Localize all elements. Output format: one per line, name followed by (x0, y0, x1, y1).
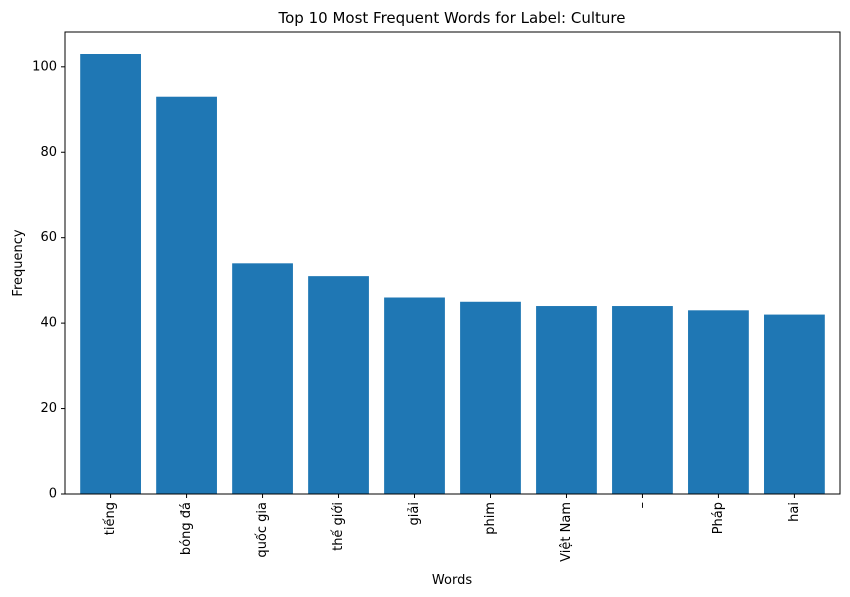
x-tick-label: Pháp (711, 502, 726, 534)
bars-group (80, 54, 825, 494)
x-axis-label: Words (432, 573, 472, 588)
y-tick-label: 80 (40, 145, 57, 160)
y-tick-label: 100 (32, 59, 57, 74)
x-tick-label: hai (787, 502, 802, 522)
y-tick-label: 40 (40, 316, 57, 331)
chart-title: Top 10 Most Frequent Words for Label: Cu… (278, 9, 626, 27)
y-tick-label: 0 (49, 487, 57, 502)
x-tick-label: tiếng (103, 502, 118, 535)
bar (764, 314, 825, 494)
bar (80, 54, 141, 494)
bar (384, 297, 445, 494)
bar (460, 301, 521, 494)
bar (536, 306, 597, 494)
bar (156, 96, 217, 494)
x-axis-ticks: tiếng bóng đá quốc gia thế giới giải phim Việt… (103, 494, 802, 562)
x-tick-label: giải (407, 502, 422, 525)
x-tick-label: thế giới (331, 502, 346, 551)
x-tick-label: quốc gia (255, 502, 270, 558)
y-axis-label: Frequency (11, 229, 26, 296)
x-tick-label: phim (483, 502, 498, 535)
plot-frame (64, 31, 841, 495)
bar (232, 263, 293, 494)
bar (612, 306, 673, 494)
y-tick-label: 20 (40, 401, 57, 416)
x-tick-label: – (635, 502, 650, 509)
bar (688, 310, 749, 494)
x-tick-label: Việt Nam (559, 502, 574, 562)
y-tick-label: 60 (40, 230, 57, 245)
y-axis-ticks: 0 20 40 60 80 100 (32, 59, 65, 502)
bar (308, 276, 369, 494)
x-tick-label: bóng đá (179, 502, 194, 555)
